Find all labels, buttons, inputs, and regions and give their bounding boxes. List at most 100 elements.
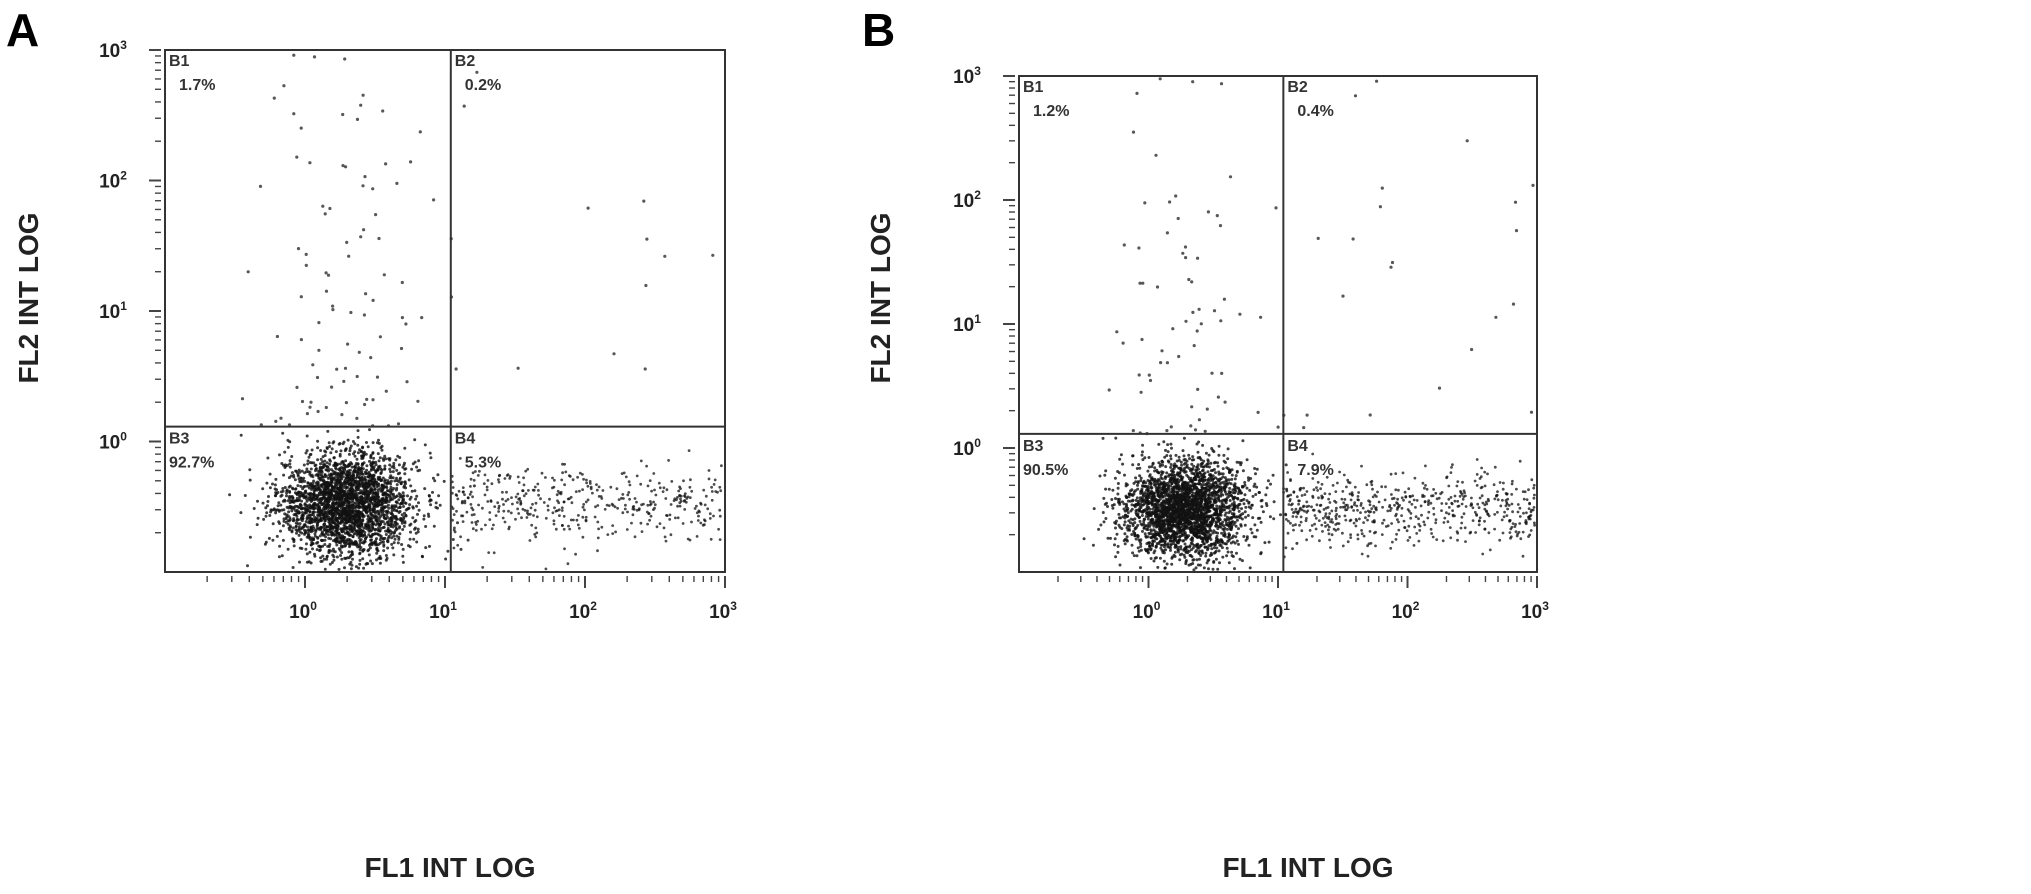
scatter-point	[381, 109, 385, 113]
scatter-point	[348, 473, 352, 477]
scatter-point	[388, 463, 392, 467]
scatter-point	[319, 528, 322, 532]
scatter-point	[324, 493, 328, 497]
scatter-point	[324, 405, 328, 410]
scatter-point	[461, 486, 465, 489]
scatter-point	[362, 566, 366, 570]
scatter-point	[359, 235, 363, 239]
scatter-point	[1152, 559, 1156, 563]
scatter-point	[459, 535, 462, 539]
x-tick-label: 103	[709, 599, 737, 623]
scatter-point	[342, 527, 346, 531]
scatter-point	[401, 560, 405, 564]
scatter-point	[328, 522, 332, 526]
scatter-point	[384, 554, 388, 557]
scatter-point	[551, 476, 554, 480]
scatter-point	[683, 492, 687, 495]
scatter-point	[389, 485, 393, 489]
scatter-point	[1236, 506, 1240, 510]
scatter-point	[357, 501, 361, 505]
scatter-point	[361, 456, 365, 460]
scatter-point	[1235, 539, 1239, 543]
scatter-point	[333, 470, 337, 474]
scatter-point	[383, 491, 387, 495]
scatter-point	[369, 454, 373, 458]
scatter-point	[328, 491, 331, 495]
scatter-point	[340, 466, 344, 469]
scatter-point	[509, 511, 513, 515]
scatter-point	[308, 492, 311, 496]
scatter-point	[415, 465, 419, 469]
scatter-point	[336, 516, 340, 520]
scatter-point	[1131, 551, 1135, 555]
scatter-point	[296, 518, 300, 522]
scatter-point	[1153, 549, 1157, 553]
scatter-point	[635, 500, 638, 504]
scatter-point	[324, 289, 329, 293]
scatter-point	[1216, 461, 1220, 465]
scatter-point	[347, 539, 351, 543]
scatter-point	[283, 486, 287, 489]
scatter-point	[519, 502, 523, 506]
scatter-point	[304, 547, 308, 551]
scatter-point	[373, 532, 377, 536]
scatter-point	[451, 518, 454, 522]
scatter-point	[344, 541, 347, 545]
scatter-point	[461, 520, 465, 523]
scatter-point	[434, 505, 438, 509]
scatter-point	[572, 518, 575, 522]
scatter-point	[353, 524, 357, 527]
scatter-point	[392, 507, 396, 511]
scatter-point	[1230, 473, 1234, 477]
scatter-point	[303, 524, 307, 528]
panel-label-b: B	[862, 4, 895, 56]
scatter-point	[386, 526, 390, 530]
scatter-point	[593, 515, 597, 519]
scatter-point	[390, 522, 394, 526]
scatter-point	[368, 525, 371, 529]
scatter-point	[343, 480, 346, 484]
scatter-point	[299, 295, 303, 299]
scatter-point	[355, 457, 359, 461]
scatter-point	[330, 447, 334, 451]
scatter-point	[340, 495, 344, 499]
scatter-point	[627, 480, 631, 484]
scatter-point	[365, 492, 369, 496]
scatter-point	[1121, 462, 1125, 466]
scatter-point	[453, 526, 456, 530]
scatter-point	[596, 504, 600, 507]
scatter-point	[372, 477, 376, 481]
scatter-point	[385, 520, 389, 524]
scatter-point	[322, 475, 326, 479]
scatter-point	[287, 510, 291, 514]
scatter-point	[444, 557, 448, 561]
quadrant-b2-percent: 0.2%	[465, 77, 501, 94]
scatter-point	[391, 513, 395, 516]
scatter-point	[690, 520, 693, 524]
scatter-point	[1116, 544, 1120, 548]
scatter-point	[413, 438, 417, 442]
scatter-point	[472, 513, 476, 516]
scatter-point	[305, 508, 309, 512]
scatter-point	[348, 513, 352, 517]
scatter-point	[309, 496, 313, 500]
scatter-point	[248, 478, 252, 482]
scatter-point	[1098, 474, 1102, 478]
scatter-point	[614, 530, 617, 534]
scatter-point	[332, 456, 336, 460]
scatter-point	[404, 322, 408, 326]
scatter-point	[488, 518, 492, 521]
scatter-point	[395, 468, 399, 472]
scatter-point	[1195, 442, 1199, 446]
scatter-point	[340, 557, 344, 561]
scatter-point	[299, 338, 303, 342]
scatter-point	[1140, 453, 1144, 457]
scatter-point	[356, 525, 360, 529]
scatter-point	[1230, 550, 1234, 554]
scatter-point	[669, 533, 673, 537]
scatter-point	[679, 497, 682, 501]
scatter-point	[301, 511, 304, 514]
y-axis-title-a: FL2 INT LOG	[13, 212, 44, 383]
scatter-point	[371, 441, 375, 445]
scatter-point	[408, 503, 412, 507]
